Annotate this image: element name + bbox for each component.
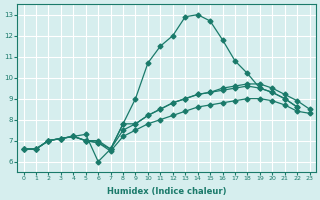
X-axis label: Humidex (Indice chaleur): Humidex (Indice chaleur) [107, 187, 226, 196]
